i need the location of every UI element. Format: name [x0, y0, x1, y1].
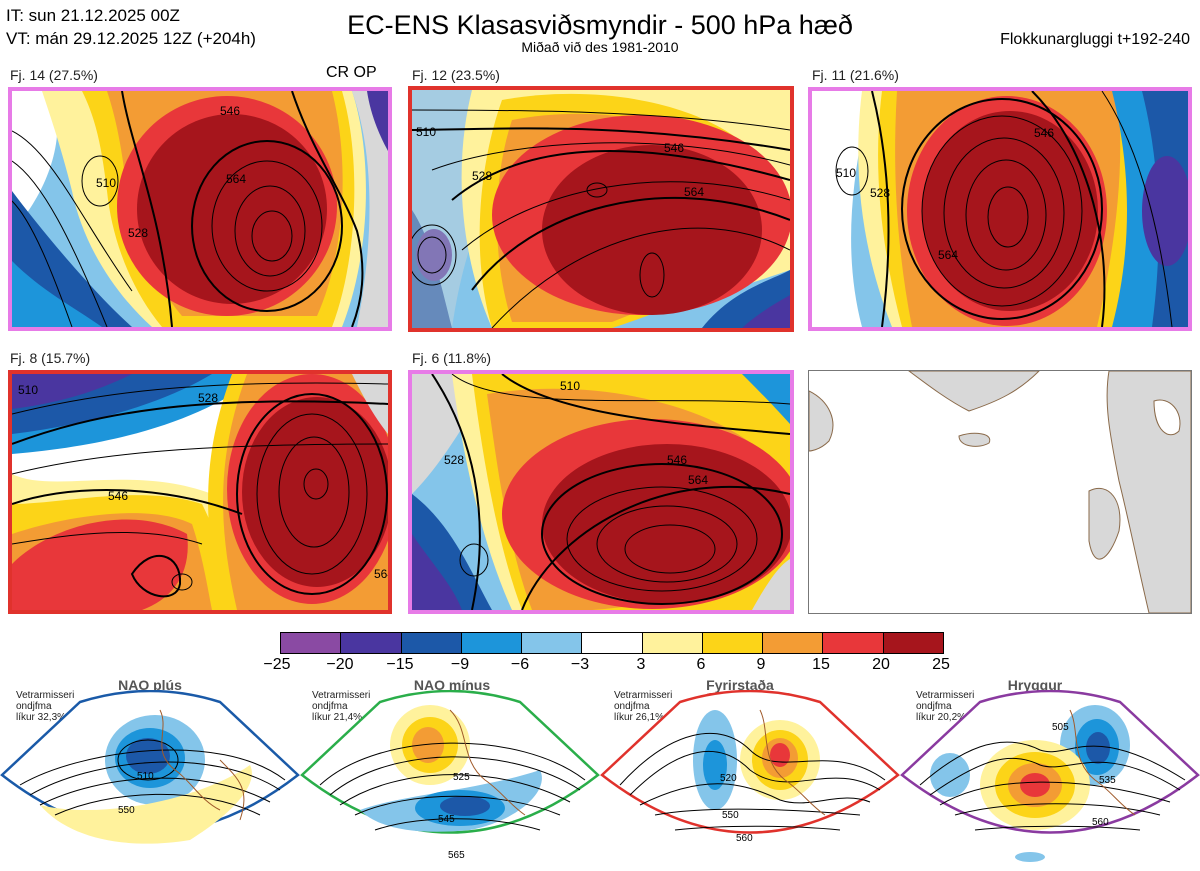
regime-2-contour-565: 565: [448, 850, 465, 861]
cluster-map-5: 510 528 546 564: [408, 370, 794, 614]
cbar-tick: −6: [510, 656, 530, 673]
page-subtitle: Miðað við des 1981-2010: [521, 39, 679, 55]
p3-contour-510: 510: [836, 166, 856, 180]
p5-contour-528: 528: [444, 453, 464, 467]
p1-contour-510: 510: [96, 176, 116, 190]
cbar-seg-8: [702, 633, 764, 653]
regime-4-contour-535: 535: [1099, 775, 1116, 786]
regime-title-ridge: Hryggur: [1007, 677, 1063, 693]
p5-contour-510: 510: [560, 379, 580, 393]
cbar-tick: −3: [570, 656, 590, 673]
cbar-seg-3: [401, 633, 462, 653]
cluster-label-5: Fj. 6 (11.8%): [412, 350, 492, 366]
regime-1-contour-510: 510: [137, 771, 154, 782]
p5-contour-564: 564: [688, 473, 708, 487]
regime-title-blocking: Fyrirstaða: [706, 677, 774, 693]
regime-3-contour-560: 560: [736, 833, 753, 844]
p1-contour-564: 564: [226, 172, 246, 186]
regime-note-1: Vetrarmisseri ondjfma líkur 32,3%: [16, 690, 75, 723]
p2-contour-510: 510: [416, 125, 436, 139]
cbar-tick: 9: [756, 656, 766, 673]
cbar-tick: −25: [263, 656, 291, 673]
p4-contour-510: 510: [18, 383, 38, 397]
header-dates: IT: sun 21.12.2025 00Z VT: mán 29.12.202…: [6, 4, 256, 50]
cbar-seg-9: [763, 633, 824, 653]
cluster-map-1: 510 528 546 564: [8, 87, 392, 331]
cluster-map-4: 510 528 546 564: [8, 370, 392, 614]
cluster-label-1: Fj. 14 (27.5%): [10, 67, 98, 83]
regime-map-nao-minus: 525 545 565: [300, 690, 600, 861]
cluster-map-2: 510 528 546 564: [408, 86, 794, 332]
p3-contour-528: 528: [870, 186, 890, 200]
p2-contour-546: 546: [664, 141, 684, 155]
p3-contour-564: 564: [938, 248, 958, 262]
regime-3-contour-520: 520: [720, 773, 737, 784]
regime-title-nao-minus: NAO mínus: [413, 677, 491, 693]
page-title: EC-ENS Klasasviðsmyndir - 500 hPa hæð: [347, 10, 853, 40]
regime-1-contour-550: 550: [118, 805, 135, 816]
init-time: IT: sun 21.12.2025 00Z: [6, 6, 180, 25]
cluster-label-2: Fj. 12 (23.5%): [412, 67, 500, 83]
p1-contour-528: 528: [128, 226, 148, 240]
regime-map-nao-plus: 510 550: [0, 690, 300, 844]
p4-contour-546: 546: [108, 489, 128, 503]
p4-contour-564: 564: [374, 567, 388, 581]
cbar-tick: 20: [872, 656, 890, 673]
cbar-seg-6: [582, 633, 643, 653]
p2-contour-564: 564: [684, 185, 704, 199]
regime-note-3: Vetrarmisseri ondjfma líkur 26,1%: [614, 690, 673, 723]
regime-3-contour-550: 550: [722, 810, 739, 821]
cbar-tick: −20: [326, 656, 354, 673]
crop-marker: CR OP: [326, 64, 377, 81]
cluster-map-3: 510 528 546 564: [808, 87, 1192, 331]
cluster-label-3: Fj. 11 (21.6%): [812, 67, 899, 83]
regime-4-contour-505: 505: [1052, 722, 1069, 733]
regime-note-4: Vetrarmisseri ondjfma líkur 20,2%: [916, 690, 975, 723]
regime-2-contour-545: 545: [438, 814, 455, 825]
cbar-tick: 3: [636, 656, 646, 673]
cbar-tick: −9: [450, 656, 470, 673]
cbar-seg-5: [522, 633, 583, 653]
cbar-seg-2: [341, 633, 402, 653]
colorbar: [280, 632, 944, 654]
regime-4-contour-560: 560: [1092, 817, 1109, 828]
p3-contour-546: 546: [1034, 126, 1054, 140]
regime-2-contour-525: 525: [453, 772, 470, 783]
p5-contour-546: 546: [667, 453, 687, 467]
cbar-tick: −15: [386, 656, 414, 673]
p1-contour-546: 546: [220, 104, 240, 118]
base-map: [808, 370, 1192, 614]
p4-contour-528: 528: [198, 391, 218, 405]
cbar-seg-1: [281, 633, 342, 653]
cbar-seg-7: [642, 633, 703, 653]
cbar-seg-11: [883, 633, 943, 653]
cbar-tick: 15: [812, 656, 830, 673]
cbar-seg-10: [823, 633, 884, 653]
cbar-tick: 25: [932, 656, 950, 673]
regime-map-blocking: 520 550 560: [600, 690, 900, 844]
cbar-seg-4: [461, 633, 523, 653]
p2-contour-528: 528: [472, 169, 492, 183]
cbar-tick: 6: [696, 656, 706, 673]
valid-time: VT: mán 29.12.2025 12Z (+204h): [6, 29, 256, 48]
cluster-window: Flokkunargluggi t+192-240: [1000, 31, 1190, 48]
regime-title-nao-plus: NAO plús: [118, 677, 182, 693]
regime-note-2: Vetrarmisseri ondjfma líkur 21,4%: [312, 690, 371, 723]
cluster-label-4: Fj. 8 (15.7%): [10, 350, 91, 366]
regime-map-ridge: 505 535 560: [900, 690, 1200, 862]
